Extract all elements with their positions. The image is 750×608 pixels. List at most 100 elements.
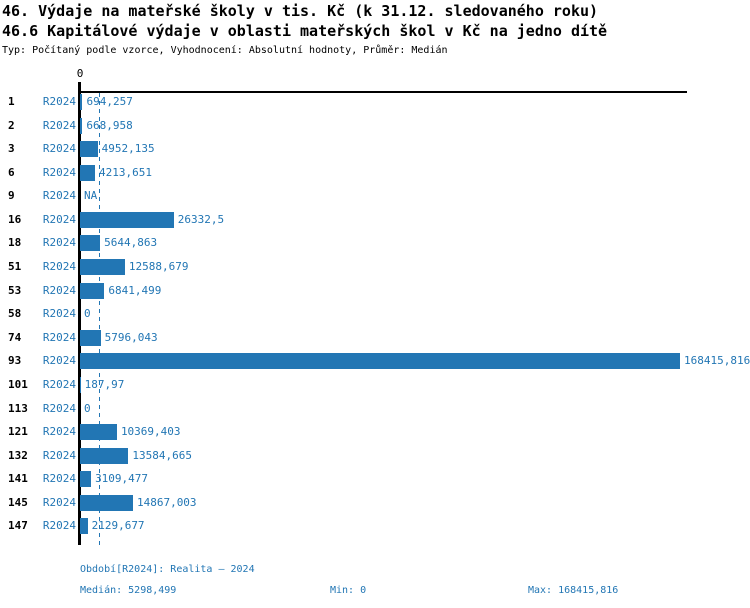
row-value-label: 14867,003: [136, 495, 197, 509]
chart-row: 141 R2024 3109,477: [0, 467, 750, 491]
row-value-label: 5644,863: [104, 236, 158, 250]
footer-min-label: Min: 0: [330, 585, 367, 596]
row-period-label: R2024: [42, 425, 76, 439]
row-period-label: R2024: [42, 401, 76, 415]
row-value-label: NA: [84, 189, 98, 203]
chart-row: 18 R2024 5644,863: [0, 231, 750, 255]
bar: [80, 376, 81, 393]
row-period-label: R2024: [42, 377, 76, 391]
row-number: 2: [8, 118, 15, 132]
bar: [80, 235, 101, 252]
chart-row: 132 R2024 13584,665: [0, 444, 750, 468]
row-period-label: R2024: [42, 165, 76, 179]
chart-row: 147 R2024 2129,677: [0, 514, 750, 538]
row-value-label: 187,97: [84, 377, 125, 391]
row-value-label: 5796,043: [104, 330, 158, 344]
bar: [80, 329, 101, 346]
row-period-label: R2024: [42, 495, 76, 509]
chart-row: 53 R2024 6841,499: [0, 279, 750, 303]
row-number: 121: [8, 425, 28, 439]
row-value-label: 4213,651: [99, 165, 152, 179]
row-value-label: 0: [84, 401, 91, 415]
row-period-label: R2024: [42, 354, 76, 368]
row-period-label: R2024: [42, 142, 76, 156]
footer-max-label: Max: 168415,816: [528, 585, 619, 596]
row-number: 101: [8, 377, 28, 391]
chart-row: 2 R2024 668,958: [0, 114, 750, 138]
row-period-label: R2024: [42, 519, 76, 533]
chart-row: 16 R2024 26332,5: [0, 208, 750, 232]
footer-period-label: Období[R2024]: Realita – 2024: [80, 564, 255, 575]
bar: [80, 494, 133, 511]
chart-meta-line: Typ: Počítaný podle vzorce, Vyhodnocení:…: [2, 45, 448, 56]
chart-row: 51 R2024 12588,679: [0, 255, 750, 279]
row-period-label: R2024: [42, 307, 76, 321]
row-number: 141: [8, 472, 28, 486]
row-number: 16: [8, 212, 22, 226]
page-title-line1: 46. Výdaje na mateřské školy v tis. Kč (…: [2, 2, 599, 20]
bar: [80, 353, 680, 370]
bar: [80, 424, 117, 441]
bar: [80, 164, 95, 181]
bar: [80, 259, 125, 276]
row-number: 147: [8, 519, 28, 533]
chart-row: 121 R2024 10369,403: [0, 420, 750, 444]
row-value-label: 0: [84, 307, 91, 321]
bar: [80, 471, 92, 488]
row-period-label: R2024: [42, 472, 76, 486]
chart-row: 1 R2024 694,257: [0, 90, 750, 114]
axis-top-baseline: [80, 91, 687, 93]
row-number: 58: [8, 307, 22, 321]
chart-row: 58 R2024 0: [0, 302, 750, 326]
chart-row: 93 R2024 168415,816: [0, 349, 750, 373]
bar: [80, 141, 98, 158]
row-number: 3: [8, 142, 15, 156]
row-number: 51: [8, 260, 22, 274]
bar: [80, 518, 88, 535]
chart-row: 6 R2024 4213,651: [0, 161, 750, 185]
chart-row: 9 R2024 NA: [0, 184, 750, 208]
page-title-line2: 46.6 Kapitálové výdaje v oblasti mateřsk…: [2, 22, 608, 40]
median-reference-line: [99, 93, 100, 547]
chart-row: 145 R2024 14867,003: [0, 491, 750, 515]
chart-row: 113 R2024 0: [0, 397, 750, 421]
chart-row: 3 R2024 4952,135: [0, 137, 750, 161]
row-value-label: 12588,679: [128, 260, 189, 274]
row-period-label: R2024: [42, 95, 76, 108]
footer-median-label: Medián: 5298,499: [80, 585, 177, 596]
bar: [80, 94, 83, 110]
row-number: 53: [8, 283, 22, 297]
row-value-label: 26332,5: [177, 212, 225, 226]
row-number: 9: [8, 189, 15, 203]
row-value-label: 4952,135: [101, 142, 155, 156]
row-number: 132: [8, 448, 28, 462]
row-value-label: 6841,499: [108, 283, 162, 297]
row-number: 6: [8, 165, 15, 179]
row-number: 113: [8, 401, 28, 415]
row-period-label: R2024: [42, 212, 76, 226]
row-period-label: R2024: [42, 330, 76, 344]
row-value-label: 694,257: [86, 95, 133, 108]
bar: [80, 117, 83, 134]
row-period-label: R2024: [42, 118, 76, 132]
row-number: 1: [8, 95, 15, 108]
axis-zero-line: [78, 82, 81, 545]
row-period-label: R2024: [42, 236, 76, 250]
x-axis-zero-tick-label: 0: [76, 67, 84, 80]
row-number: 18: [8, 236, 22, 250]
row-number: 93: [8, 354, 22, 368]
row-period-label: R2024: [42, 283, 76, 297]
row-period-label: R2024: [42, 448, 76, 462]
bar: [80, 211, 174, 228]
row-number: 74: [8, 330, 22, 344]
chart-row: 74 R2024 5796,043: [0, 326, 750, 350]
bar: [80, 282, 105, 299]
row-value-label: 10369,403: [120, 425, 181, 439]
row-period-label: R2024: [42, 189, 76, 203]
row-value-label: 2129,677: [91, 519, 145, 533]
row-number: 145: [8, 495, 28, 509]
row-value-label: 168415,816: [684, 354, 750, 368]
chart-row: 101 R2024 187,97: [0, 373, 750, 397]
row-value-label: 3109,477: [95, 472, 149, 486]
